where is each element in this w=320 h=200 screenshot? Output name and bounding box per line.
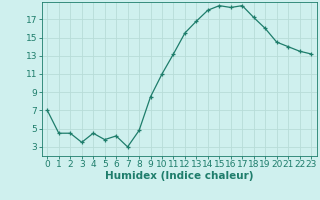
X-axis label: Humidex (Indice chaleur): Humidex (Indice chaleur) [105, 171, 253, 181]
